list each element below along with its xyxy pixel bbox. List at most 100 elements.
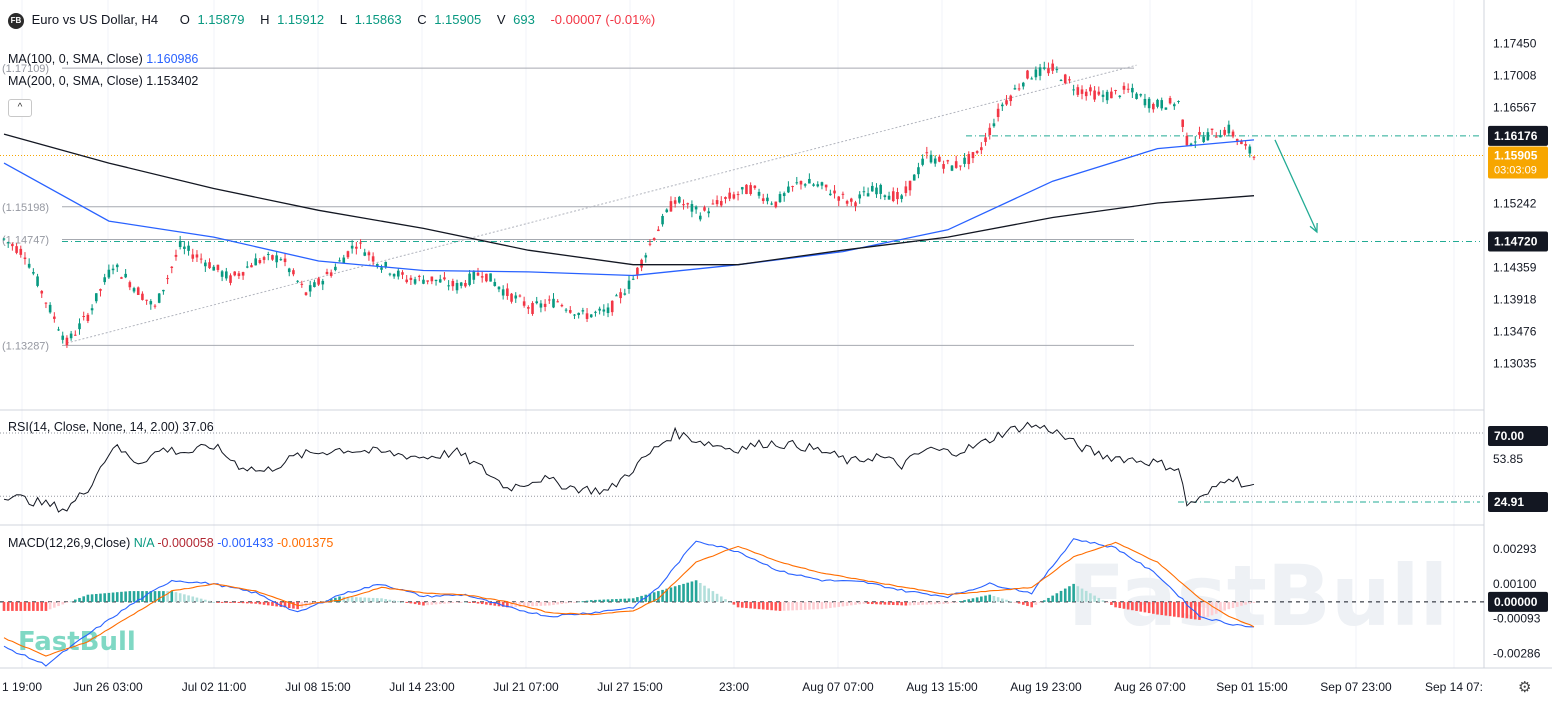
price-tick-label: 1.16567 bbox=[1493, 100, 1537, 114]
candle-body bbox=[292, 270, 295, 275]
macd-zero-badge-bg bbox=[1488, 591, 1548, 612]
candle-body bbox=[1072, 89, 1075, 91]
candle-body bbox=[57, 329, 60, 331]
candle-body bbox=[225, 271, 228, 279]
macd-histogram-bar bbox=[619, 598, 622, 602]
candle-body bbox=[250, 265, 253, 268]
macd-histogram-bar bbox=[1038, 601, 1042, 603]
macd-histogram-bar bbox=[1240, 601, 1243, 606]
macd-histogram-bar bbox=[493, 601, 497, 606]
candle-body bbox=[891, 191, 895, 202]
macd-histogram-bar bbox=[799, 601, 803, 611]
macd-histogram-bar bbox=[472, 601, 476, 603]
candle-body bbox=[1193, 141, 1197, 143]
ma100-legend[interactable]: MA(100, 0, SMA, Close) 1.160986 bbox=[8, 52, 198, 66]
macd-histogram-bar bbox=[510, 601, 513, 608]
macd-histogram-bar bbox=[724, 599, 727, 602]
candle-body bbox=[1223, 129, 1226, 135]
candle-body bbox=[275, 255, 278, 263]
level-label: (1.15198) bbox=[2, 202, 49, 214]
candle-body bbox=[220, 271, 224, 277]
candle-body bbox=[447, 285, 450, 287]
candle-body bbox=[522, 301, 526, 306]
macd-histogram-bar bbox=[988, 594, 992, 602]
macd-histogram-bar bbox=[48, 601, 52, 610]
candle-body bbox=[711, 203, 715, 205]
candle-body bbox=[766, 197, 769, 202]
candle-body bbox=[325, 271, 329, 275]
candle-body bbox=[438, 279, 442, 283]
candle-body bbox=[598, 308, 601, 311]
candle-body bbox=[636, 267, 639, 275]
time-tick-label: Jul 21 07:00 bbox=[493, 680, 559, 694]
rsi-legend[interactable]: RSI(14, Close, None, 14, 2.00) 37.06 bbox=[8, 420, 214, 434]
macd-histogram-bar bbox=[1118, 601, 1122, 609]
macd-histogram-bar bbox=[678, 585, 681, 602]
candle-body bbox=[396, 270, 400, 277]
candle-body bbox=[510, 293, 513, 302]
macd-histogram-bar bbox=[682, 583, 685, 602]
price-tick-label: 1.17450 bbox=[1493, 36, 1537, 50]
macd-legend[interactable]: MACD(12,26,9,Close) N/A -0.000058 -0.001… bbox=[8, 536, 333, 550]
symbol-title[interactable]: Euro vs US Dollar, H4 bbox=[31, 12, 159, 27]
low-label: L bbox=[339, 12, 347, 27]
macd-histogram-bar bbox=[879, 601, 882, 605]
candle-body bbox=[736, 194, 740, 196]
candle-body bbox=[548, 299, 551, 301]
collapse-legend-button[interactable]: ^ bbox=[8, 99, 32, 117]
time-tick-label: 1 19:00 bbox=[2, 680, 42, 694]
ma200-legend[interactable]: MA(200, 0, SMA, Close) 1.153402 bbox=[8, 74, 198, 88]
macd-histogram-bar bbox=[380, 598, 383, 602]
macd-histogram-bar bbox=[229, 601, 232, 603]
macd-histogram-bar bbox=[178, 593, 182, 602]
candle-body bbox=[363, 252, 367, 256]
candle-body bbox=[1068, 79, 1071, 81]
candle-body bbox=[1227, 124, 1231, 134]
candle-body bbox=[342, 257, 346, 264]
rsi-current-badge-bg bbox=[1488, 492, 1548, 512]
countdown-timer: 03:03:09 bbox=[1494, 164, 1537, 176]
candle-body bbox=[262, 257, 266, 260]
candle-body bbox=[371, 256, 375, 262]
candle-body bbox=[36, 276, 39, 286]
time-tick-label: Sep 14 07: bbox=[1425, 680, 1483, 694]
candle-body bbox=[560, 304, 564, 307]
macd-histogram-bar bbox=[166, 591, 169, 602]
candle-body bbox=[317, 278, 320, 285]
macd-histogram-bar bbox=[707, 588, 710, 602]
ma100-label: MA(100, 0, SMA, Close) bbox=[8, 52, 143, 66]
macd-histogram-bar bbox=[803, 601, 807, 610]
macd-histogram-bar bbox=[283, 601, 287, 608]
macd-histogram-bar bbox=[53, 601, 56, 608]
macd-histogram-bar bbox=[237, 601, 241, 603]
candle-body bbox=[745, 184, 748, 195]
macd-histogram-bar bbox=[1126, 601, 1130, 610]
candle-body bbox=[355, 246, 358, 249]
settings-gear-icon[interactable]: ⚙ bbox=[1518, 679, 1532, 696]
macd-histogram-bar bbox=[757, 601, 761, 610]
candle-body bbox=[954, 161, 958, 168]
candle-body bbox=[90, 308, 94, 311]
macd-histogram-bar bbox=[640, 595, 643, 602]
price-axis: 1.17450 1.17008 1.16567 1.15242 1.14359 1.139… bbox=[1488, 36, 1548, 660]
macd-histogram-bar bbox=[1030, 601, 1033, 608]
macd-histogram-bar bbox=[1198, 601, 1201, 620]
macd-histogram-bar bbox=[40, 601, 44, 611]
candle-body bbox=[929, 154, 933, 163]
candle-body bbox=[581, 310, 585, 312]
chevron-up-icon: ^ bbox=[17, 102, 23, 113]
candle-body bbox=[883, 195, 887, 198]
macd-histogram-bar bbox=[535, 601, 539, 607]
close-value: 1.15905 bbox=[434, 12, 482, 27]
candle-body bbox=[1244, 143, 1247, 146]
candle-body bbox=[296, 280, 299, 282]
candle-body bbox=[682, 204, 685, 206]
candle-body bbox=[996, 108, 1000, 118]
candle-body bbox=[1042, 67, 1046, 69]
candle-body bbox=[32, 272, 35, 274]
macd-histogram-bar bbox=[157, 591, 161, 602]
candle-body bbox=[539, 303, 543, 308]
candle-body bbox=[1001, 104, 1004, 107]
macd-histogram-bar bbox=[1177, 601, 1180, 618]
